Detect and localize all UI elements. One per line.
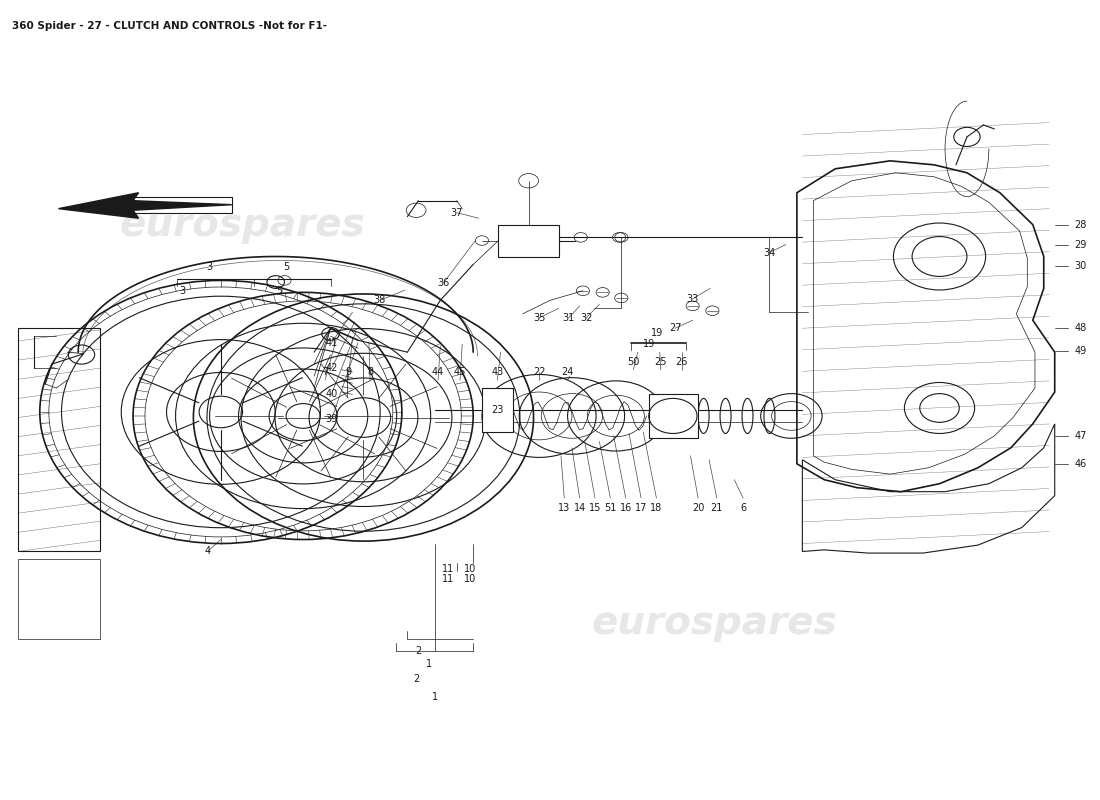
Text: 48: 48 bbox=[1075, 323, 1087, 334]
Text: 10: 10 bbox=[464, 564, 476, 574]
Text: 45: 45 bbox=[454, 367, 466, 377]
Text: 360 Spider - 27 - CLUTCH AND CONTROLS -Not for F1-: 360 Spider - 27 - CLUTCH AND CONTROLS -N… bbox=[12, 22, 328, 31]
Text: 44: 44 bbox=[432, 367, 444, 377]
Text: 14: 14 bbox=[573, 502, 585, 513]
Text: 31: 31 bbox=[562, 313, 575, 323]
Text: 21: 21 bbox=[711, 502, 723, 513]
Text: 18: 18 bbox=[650, 502, 662, 513]
Text: 42: 42 bbox=[326, 363, 338, 373]
Text: 39: 39 bbox=[326, 414, 338, 424]
Text: 1: 1 bbox=[426, 659, 432, 669]
Text: 29: 29 bbox=[1075, 239, 1087, 250]
Text: 20: 20 bbox=[692, 502, 704, 513]
Text: 16: 16 bbox=[619, 502, 631, 513]
Text: 11: 11 bbox=[442, 574, 454, 584]
Text: 37: 37 bbox=[451, 208, 463, 218]
Text: 13: 13 bbox=[558, 502, 571, 513]
Text: 5: 5 bbox=[284, 262, 289, 273]
Text: 8: 8 bbox=[367, 367, 373, 377]
Text: 49: 49 bbox=[1075, 346, 1087, 355]
Text: 47: 47 bbox=[1075, 431, 1087, 441]
Text: 19: 19 bbox=[651, 328, 663, 338]
Text: 19: 19 bbox=[642, 339, 654, 349]
Text: 24: 24 bbox=[561, 367, 574, 377]
Text: 1: 1 bbox=[431, 691, 438, 702]
Text: 36: 36 bbox=[438, 278, 450, 288]
Text: 28: 28 bbox=[1075, 220, 1087, 230]
Text: 22: 22 bbox=[532, 367, 546, 377]
Text: 46: 46 bbox=[1075, 458, 1087, 469]
Text: 51: 51 bbox=[604, 502, 616, 513]
Text: 43: 43 bbox=[492, 367, 504, 377]
Text: 40: 40 bbox=[326, 389, 338, 398]
Text: 6: 6 bbox=[740, 502, 746, 513]
Text: 7: 7 bbox=[322, 367, 328, 377]
Text: 41: 41 bbox=[326, 338, 338, 347]
Text: 9: 9 bbox=[345, 367, 351, 377]
Polygon shape bbox=[58, 193, 232, 218]
Text: 3: 3 bbox=[179, 286, 186, 296]
Text: 35: 35 bbox=[532, 313, 546, 323]
Text: 32: 32 bbox=[580, 313, 593, 323]
Text: 10: 10 bbox=[464, 574, 476, 584]
Text: 34: 34 bbox=[763, 247, 776, 258]
Text: 5: 5 bbox=[276, 286, 282, 296]
Text: 30: 30 bbox=[1075, 261, 1087, 271]
Text: 38: 38 bbox=[374, 295, 386, 306]
Text: 33: 33 bbox=[686, 294, 698, 304]
Text: 25: 25 bbox=[654, 357, 667, 366]
Text: 17: 17 bbox=[635, 502, 647, 513]
Text: 23: 23 bbox=[491, 405, 504, 414]
Text: 4: 4 bbox=[205, 546, 211, 557]
Text: eurospares: eurospares bbox=[120, 206, 365, 244]
Text: 50: 50 bbox=[627, 357, 639, 366]
Text: 2: 2 bbox=[412, 674, 419, 684]
FancyBboxPatch shape bbox=[498, 225, 559, 257]
FancyBboxPatch shape bbox=[482, 388, 513, 432]
FancyBboxPatch shape bbox=[649, 394, 698, 438]
Text: eurospares: eurospares bbox=[592, 604, 837, 642]
Text: 3: 3 bbox=[207, 262, 213, 273]
Text: 27: 27 bbox=[669, 323, 681, 334]
Text: 2: 2 bbox=[415, 646, 421, 655]
Text: 11: 11 bbox=[442, 564, 454, 574]
Text: 15: 15 bbox=[588, 502, 602, 513]
Text: 26: 26 bbox=[675, 357, 688, 366]
